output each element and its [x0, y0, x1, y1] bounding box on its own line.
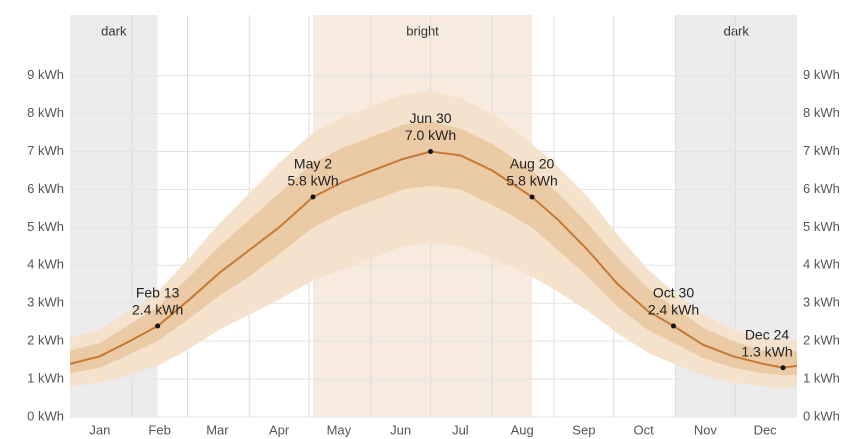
- band: [70, 121, 797, 376]
- y-tick-label: 7 kWh: [27, 143, 64, 158]
- annotation-value: 7.0 kWh: [405, 127, 456, 143]
- y2-tick-label: 3 kWh: [803, 295, 840, 310]
- annotation-date: Oct 30: [653, 285, 694, 301]
- annotation-dot: [155, 323, 161, 329]
- y2-tick-label: 8 kWh: [803, 105, 840, 120]
- y2-tick-label: 6 kWh: [803, 181, 840, 196]
- annotation-dot: [780, 365, 786, 371]
- annotation-value: 2.4 kWh: [132, 302, 183, 318]
- annotation-date: Aug 20: [510, 156, 555, 172]
- annotation-value: 1.3 kWh: [741, 343, 792, 359]
- x-tick-label: Apr: [269, 422, 290, 437]
- y-tick-label: 1 kWh: [27, 371, 64, 386]
- annotation-value: 5.8 kWh: [506, 173, 557, 189]
- y2-tick-label: 7 kWh: [803, 143, 840, 158]
- y2-tick-label: 1 kWh: [803, 371, 840, 386]
- x-tick-label: Nov: [694, 422, 718, 437]
- x-tick-label: Feb: [148, 422, 170, 437]
- y-tick-label: 5 kWh: [27, 219, 64, 234]
- annotation-dot: [529, 194, 535, 200]
- x-tick-label: Jan: [89, 422, 110, 437]
- x-tick-label: Sep: [572, 422, 595, 437]
- annotation-value: 2.4 kWh: [648, 302, 699, 318]
- x-tick-label: Aug: [511, 422, 534, 437]
- y-tick-label: 6 kWh: [27, 181, 64, 196]
- y2-tick-label: 9 kWh: [803, 67, 840, 82]
- x-tick-label: Oct: [634, 422, 655, 437]
- y2-tick-label: 0 kWh: [803, 408, 840, 423]
- annotation-date: May 2: [294, 156, 332, 172]
- x-tick-label: May: [327, 422, 352, 437]
- annotation-date: Dec 24: [745, 326, 790, 342]
- median-line: [69, 150, 798, 369]
- annotation-date: Feb 13: [136, 285, 180, 301]
- region-label: bright: [406, 23, 439, 38]
- band: [70, 90, 797, 389]
- annotation-date: Jun 30: [409, 110, 451, 126]
- region-label: dark: [101, 23, 127, 38]
- region-label: dark: [724, 23, 750, 38]
- y-tick-label: 9 kWh: [27, 67, 64, 82]
- y-tick-label: 0 kWh: [27, 408, 64, 423]
- y-tick-label: 8 kWh: [27, 105, 64, 120]
- annotation-dot: [310, 194, 316, 200]
- y2-tick-label: 2 kWh: [803, 333, 840, 348]
- x-tick-label: Dec: [754, 422, 778, 437]
- x-tick-label: Mar: [206, 422, 229, 437]
- y2-tick-label: 4 kWh: [803, 257, 840, 272]
- y-tick-label: 4 kWh: [27, 257, 64, 272]
- annotation-value: 5.8 kWh: [287, 173, 338, 189]
- x-tick-label: Jun: [390, 422, 411, 437]
- y2-tick-label: 5 kWh: [803, 219, 840, 234]
- annotation-dot: [428, 149, 434, 155]
- x-tick-label: Jul: [452, 422, 469, 437]
- y-tick-label: 3 kWh: [27, 295, 64, 310]
- y-tick-label: 2 kWh: [27, 333, 64, 348]
- annotation-dot: [671, 323, 677, 329]
